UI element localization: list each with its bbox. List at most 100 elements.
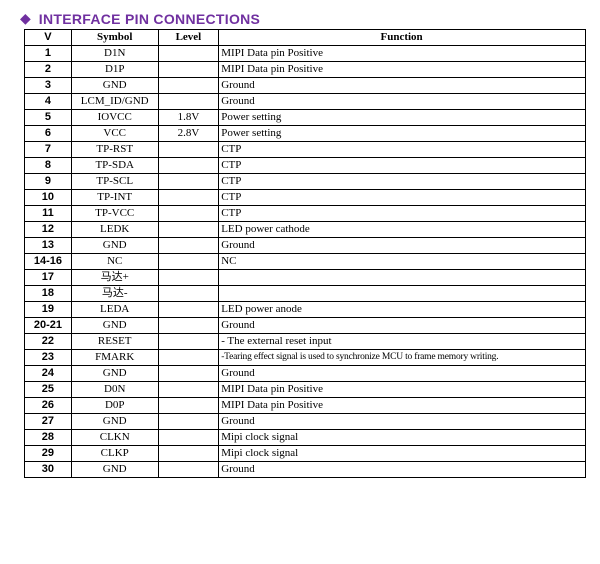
table-row: 10TP-INTCTP: [25, 190, 586, 206]
cell-function: Power setting: [219, 126, 586, 142]
cell-level: [158, 398, 219, 414]
cell-function: [219, 270, 586, 286]
cell-level: [158, 446, 219, 462]
cell-symbol: D1N: [71, 46, 158, 62]
cell-level: [158, 206, 219, 222]
cell-symbol: IOVCC: [71, 110, 158, 126]
cell-symbol: TP-SCL: [71, 174, 158, 190]
cell-symbol: GND: [71, 414, 158, 430]
cell-function: Ground: [219, 414, 586, 430]
cell-symbol: GND: [71, 78, 158, 94]
cell-function: NC: [219, 254, 586, 270]
cell-symbol: TP-RST: [71, 142, 158, 158]
cell-pin-number: 20-21: [25, 318, 72, 334]
cell-level: 2.8V: [158, 126, 219, 142]
table-row: 17马达+: [25, 270, 586, 286]
cell-symbol: CLKN: [71, 430, 158, 446]
cell-function: Ground: [219, 78, 586, 94]
table-row: 29CLKP Mipi clock signal: [25, 446, 586, 462]
cell-pin-number: 7: [25, 142, 72, 158]
cell-pin-number: 5: [25, 110, 72, 126]
table-row: 11TP-VCCCTP: [25, 206, 586, 222]
cell-function: Ground: [219, 366, 586, 382]
table-row: 23FMARK-Tearing effect signal is used to…: [25, 350, 586, 366]
cell-function: LED power anode: [219, 302, 586, 318]
cell-level: [158, 254, 219, 270]
cell-pin-number: 2: [25, 62, 72, 78]
cell-pin-number: 1: [25, 46, 72, 62]
cell-level: [158, 222, 219, 238]
table-body: 1D1N MIPI Data pin Positive 2D1P MIPI Data …: [25, 46, 586, 478]
cell-function: Mipi clock signal: [219, 446, 586, 462]
cell-symbol: TP-VCC: [71, 206, 158, 222]
table-row: 6VCC2.8VPower setting: [25, 126, 586, 142]
cell-function: Ground: [219, 238, 586, 254]
cell-symbol: D1P: [71, 62, 158, 78]
header-level: Level: [158, 30, 219, 46]
table-row: 18马达-: [25, 286, 586, 302]
cell-symbol: LCM_ID/GND: [71, 94, 158, 110]
cell-pin-number: 3: [25, 78, 72, 94]
cell-symbol: 马达+: [71, 270, 158, 286]
cell-function: CTP: [219, 158, 586, 174]
cell-symbol: CLKP: [71, 446, 158, 462]
cell-pin-number: 9: [25, 174, 72, 190]
cell-pin-number: 29: [25, 446, 72, 462]
cell-level: [158, 270, 219, 286]
table-row: 27GND Ground: [25, 414, 586, 430]
header-v: V: [25, 30, 72, 46]
cell-symbol: VCC: [71, 126, 158, 142]
cell-symbol: D0N: [71, 382, 158, 398]
cell-level: [158, 78, 219, 94]
cell-symbol: GND: [71, 366, 158, 382]
table-row: 24GND Ground: [25, 366, 586, 382]
cell-level: [158, 174, 219, 190]
cell-symbol: D0P: [71, 398, 158, 414]
cell-level: [158, 46, 219, 62]
cell-level: [158, 350, 219, 366]
section-title: INTERFACE PIN CONNECTIONS: [39, 11, 260, 27]
cell-level: [158, 318, 219, 334]
cell-level: [158, 142, 219, 158]
table-row: 30GNDGround: [25, 462, 586, 478]
cell-pin-number: 14-16: [25, 254, 72, 270]
cell-pin-number: 30: [25, 462, 72, 478]
cell-function: MIPI Data pin Positive: [219, 382, 586, 398]
cell-level: [158, 62, 219, 78]
table-row: 19LEDALED power anode: [25, 302, 586, 318]
header-symbol: Symbol: [71, 30, 158, 46]
cell-level: [158, 238, 219, 254]
cell-pin-number: 28: [25, 430, 72, 446]
cell-level: [158, 430, 219, 446]
table-row: 13GNDGround: [25, 238, 586, 254]
cell-level: 1.8V: [158, 110, 219, 126]
cell-pin-number: 13: [25, 238, 72, 254]
table-row: 14-16NCNC: [25, 254, 586, 270]
pin-connections-table: V Symbol Level Function 1D1NMIPI Data pi…: [24, 29, 586, 478]
cell-level: [158, 286, 219, 302]
table-row: 7TP-RSTCTP: [25, 142, 586, 158]
cell-level: [158, 462, 219, 478]
cell-level: [158, 414, 219, 430]
cell-function: Mipi clock signal: [219, 430, 586, 446]
table-row: 26D0PMIPI Data pin Positive: [25, 398, 586, 414]
cell-level: [158, 382, 219, 398]
cell-level: [158, 334, 219, 350]
cell-function: MIPI Data pin Positive: [219, 62, 586, 78]
cell-pin-number: 6: [25, 126, 72, 142]
diamond-icon: ◆: [20, 10, 31, 27]
cell-level: [158, 94, 219, 110]
cell-pin-number: 17: [25, 270, 72, 286]
cell-pin-number: 18: [25, 286, 72, 302]
cell-symbol: GND: [71, 318, 158, 334]
cell-function: CTP: [219, 206, 586, 222]
cell-function: - The external reset input: [219, 334, 586, 350]
cell-symbol: 马达-: [71, 286, 158, 302]
cell-symbol: LEDA: [71, 302, 158, 318]
cell-pin-number: 27: [25, 414, 72, 430]
cell-function: LED power cathode: [219, 222, 586, 238]
table-row: 22RESET- The external reset input: [25, 334, 586, 350]
cell-pin-number: 24: [25, 366, 72, 382]
table-row: 20-21GNDGround: [25, 318, 586, 334]
cell-function: Power setting: [219, 110, 586, 126]
